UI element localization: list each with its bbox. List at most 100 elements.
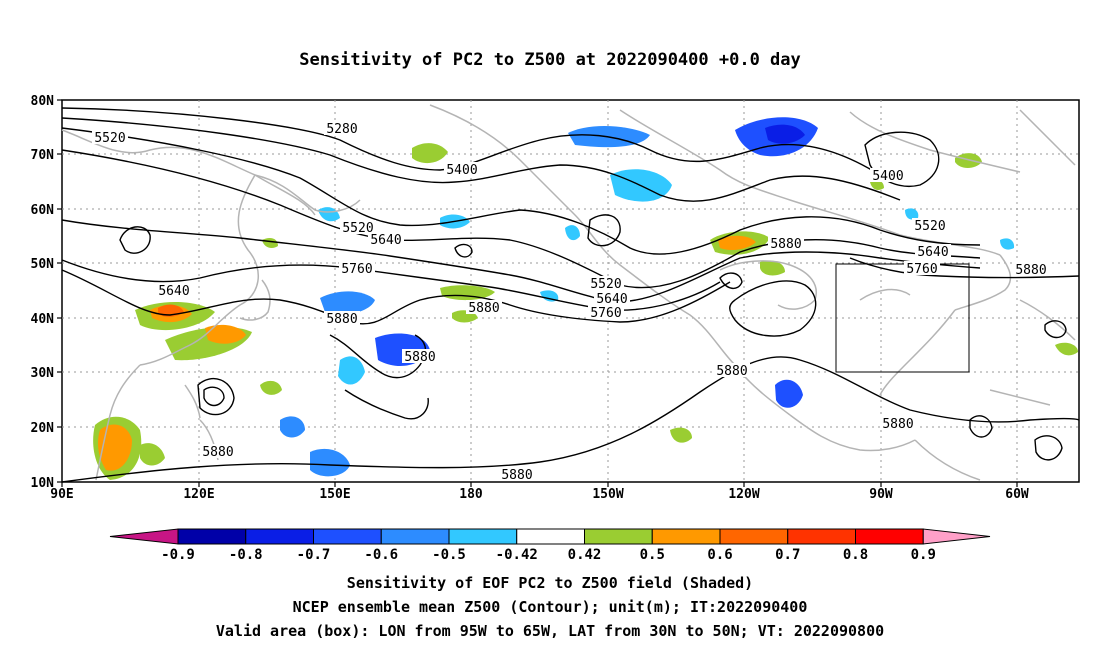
- colorbar-segment: [787, 528, 856, 545]
- lat-tick-label: 50N: [31, 257, 55, 272]
- positive-patch: [718, 235, 756, 250]
- contour-label-bg: [368, 232, 404, 246]
- colorbar-tick-label: -0.5: [432, 547, 466, 563]
- colorbar-segment: [313, 528, 382, 545]
- negative-patch: [310, 448, 350, 477]
- colorbar-tick-label: -0.9: [161, 547, 195, 563]
- contour-label-bg: [499, 467, 535, 481]
- footer-line-2: NCEP ensemble mean Z500 (Contour); unit(…: [292, 598, 808, 616]
- contour-label-bg: [402, 349, 438, 363]
- contour-label: 5280: [326, 122, 357, 137]
- contour-label: 5880: [202, 445, 233, 460]
- latitude-axis: 80N 70N 60N 50N 40N 30N 20N 10N: [31, 94, 62, 491]
- colorbar-segment: [177, 528, 247, 545]
- colorbar-segment: [584, 528, 653, 545]
- negative-patch: [565, 225, 580, 241]
- colorbar-segment: [651, 528, 721, 545]
- negative-patch: [765, 124, 805, 144]
- colorbar-segment: [719, 528, 789, 545]
- colorbar-tick-label: -0.6: [364, 547, 398, 563]
- contour-label: 5880: [404, 350, 435, 365]
- contour-label: 5640: [596, 292, 627, 307]
- lat-tick-label: 30N: [31, 366, 55, 381]
- negative-patch: [318, 207, 340, 222]
- contour-label: 5880: [468, 301, 499, 316]
- contour-label: 5640: [370, 233, 401, 248]
- contour-label: 5880: [716, 364, 747, 379]
- positive-patch: [670, 427, 692, 443]
- contour-label-bg: [904, 261, 940, 275]
- contour-label: 5760: [906, 262, 937, 277]
- colorbar-segment: [516, 528, 585, 545]
- negative-patch: [320, 291, 375, 315]
- z500-contours: [61, 107, 1080, 483]
- contour-label: 5760: [590, 306, 621, 321]
- contour-label: 5880: [882, 417, 913, 432]
- lat-tick-label: 40N: [31, 312, 55, 327]
- positive-patch: [870, 180, 884, 190]
- positive-patch: [412, 143, 448, 164]
- colorbar-segment: [380, 528, 450, 545]
- colorbar-tick-label: -0.42: [496, 547, 538, 563]
- contour-label-bg: [339, 261, 375, 275]
- colorbar-tick-label: 0.9: [911, 547, 936, 563]
- lat-tick-label: 70N: [31, 148, 55, 163]
- contour-label: 5880: [326, 312, 357, 327]
- longitude-axis: 90E 120E 150E 180 150W 120W 90W 60W: [50, 482, 1029, 502]
- footer-line-3: Valid area (box): LON from 95W to 65W, L…: [215, 622, 885, 640]
- lat-tick-label: 20N: [31, 421, 55, 436]
- contour-label-bg: [768, 236, 804, 250]
- colorbar-tick-label: 0.42: [568, 547, 602, 563]
- contour-label: 5520: [914, 219, 945, 234]
- lon-tick-label: 180: [459, 487, 483, 502]
- positive-patch: [140, 443, 165, 466]
- positive-patch: [955, 153, 982, 168]
- lon-tick-label: 150E: [319, 487, 350, 502]
- footer-line-1: Sensitivity of EOF PC2 to Z500 field (Sh…: [346, 574, 754, 592]
- lon-tick-label: 90W: [869, 487, 893, 502]
- lon-tick-label: 120E: [183, 487, 214, 502]
- valid-area-box: [835, 263, 970, 373]
- lat-tick-label: 80N: [31, 94, 55, 109]
- contour-label-bg: [1013, 262, 1049, 276]
- positive-patch: [760, 260, 785, 276]
- positive-patch: [1055, 342, 1078, 356]
- positive-patch: [260, 380, 282, 395]
- contour-label-bg: [588, 276, 624, 290]
- lat-tick-label: 10N: [31, 476, 55, 491]
- negative-patch: [540, 290, 559, 302]
- contour-label-bg: [714, 363, 750, 377]
- contour-label-bg: [594, 291, 630, 305]
- negative-patch: [338, 356, 365, 385]
- contour-label-bg: [340, 220, 376, 234]
- colorbar-segment: [855, 528, 924, 545]
- positive-patch: [205, 324, 246, 344]
- contour-label-bg: [92, 130, 128, 144]
- colorbar-tick-label: 0.6: [707, 547, 732, 563]
- contour-label: 5400: [446, 163, 477, 178]
- contour-label-bg: [444, 162, 480, 176]
- positive-patch: [98, 424, 132, 471]
- colorbar-max-arrow: [922, 528, 991, 545]
- negative-patch: [1000, 238, 1015, 250]
- negative-patch: [775, 379, 803, 408]
- contour-label: 5760: [341, 262, 372, 277]
- contour-label: 5520: [590, 277, 621, 292]
- contour-label-bg: [880, 416, 916, 430]
- colorbar-min-arrow: [109, 528, 179, 545]
- colorbar-tick-label: -0.7: [297, 547, 331, 563]
- contour-label: 5880: [501, 468, 532, 483]
- contour-label: 5880: [1015, 263, 1046, 278]
- lon-tick-label: 60W: [1005, 487, 1029, 502]
- contour-label-bg: [870, 168, 906, 182]
- colorbar: -0.9 -0.8 -0.7 -0.6 -0.5 -0.42 0.42 0.5 0.6 0.7 0.…: [109, 528, 991, 563]
- contour-label-bg: [200, 444, 236, 458]
- lat-tick-label: 60N: [31, 203, 55, 218]
- lon-tick-label: 90E: [50, 487, 73, 502]
- contour-label: 5640: [917, 245, 948, 260]
- lon-tick-label: 150W: [592, 487, 623, 502]
- negative-patch: [905, 208, 919, 220]
- colorbar-tick-label: -0.8: [229, 547, 263, 563]
- contour-labels: 5520528054005520564057605640588058805880…: [92, 121, 1049, 483]
